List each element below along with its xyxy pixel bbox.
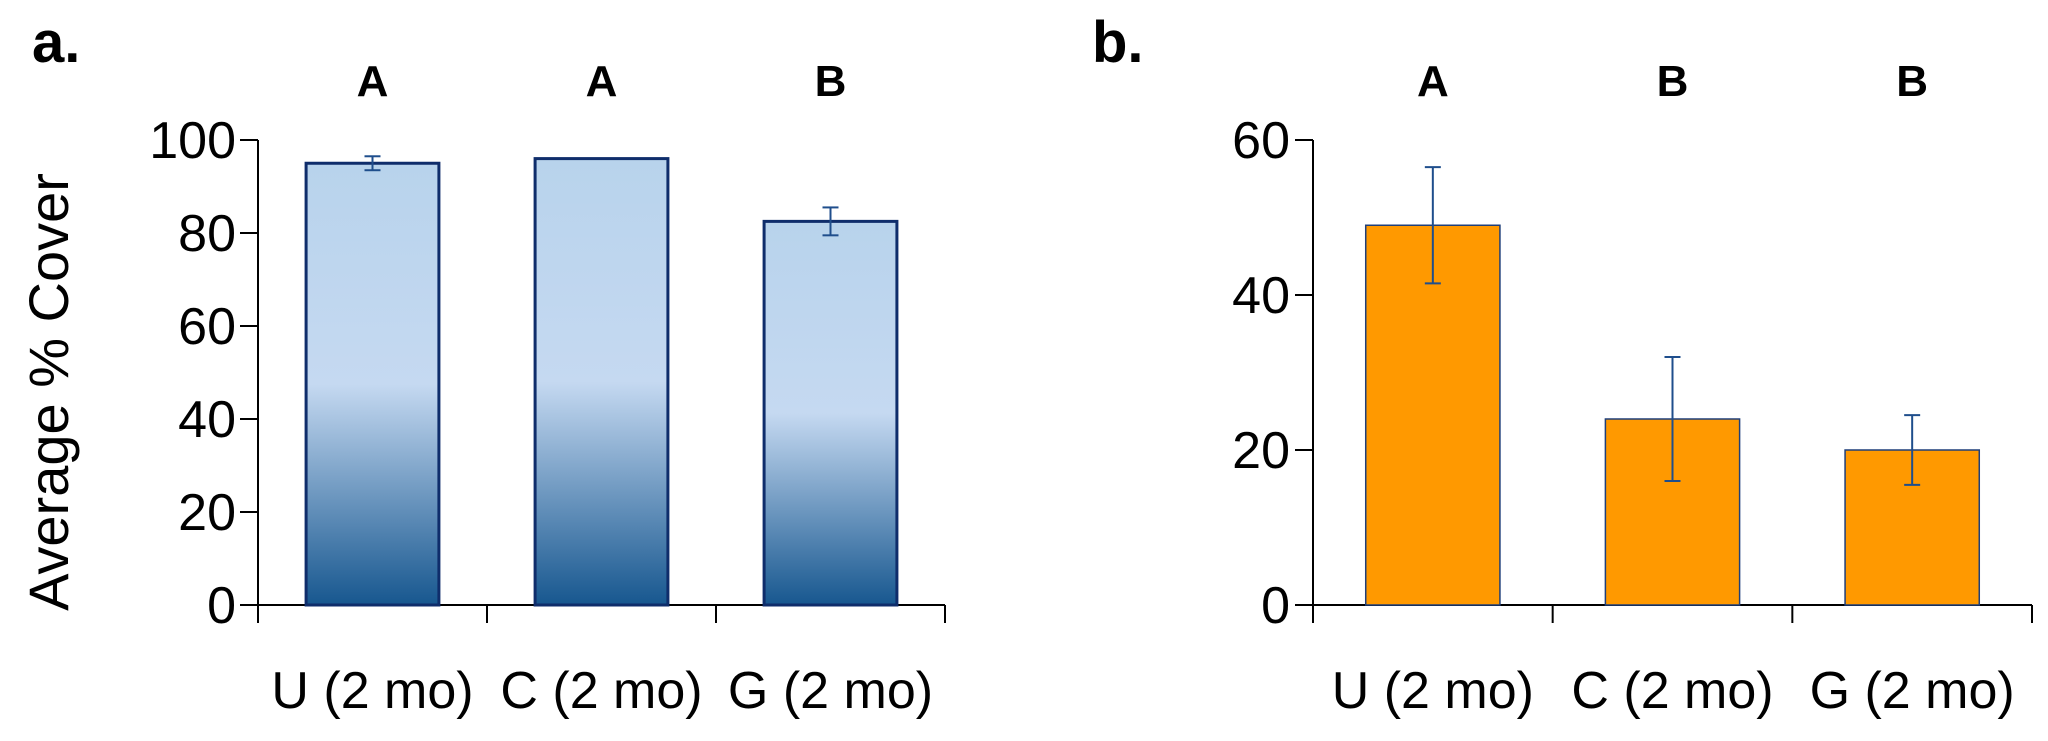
panel-b-y-tick-label: 40 [1232, 267, 1290, 325]
panel-a-bar [533, 157, 670, 607]
panel-a-significance-letter: B [815, 57, 847, 106]
panel-a-significance-letter: A [586, 57, 618, 106]
panel-b-bar [1364, 224, 1501, 606]
panel-b-category-label: C (2 mo) [1571, 662, 1773, 720]
panel-a-category-label: C (2 mo) [500, 662, 702, 720]
panel-a-error-bar [822, 206, 839, 237]
panel-b-error-bar [1664, 356, 1681, 482]
panel-a-y-tick-label: 100 [149, 112, 236, 170]
panel-a-y-tick-label: 40 [178, 391, 236, 449]
panel-a-y-tick-label: 80 [178, 205, 236, 263]
panel-b-y-tick-label: 60 [1232, 112, 1290, 170]
panel-b-y-tick-label: 20 [1232, 422, 1290, 480]
panel-b-error-bar [1424, 166, 1441, 285]
panel-a-label: a. [32, 10, 80, 75]
panel-a-bar [304, 161, 441, 607]
panel-b-category-label: U (2 mo) [1332, 662, 1534, 720]
panel-b-y-tick-label: 0 [1261, 577, 1290, 635]
panel-b-significance-letter: B [1657, 57, 1689, 106]
panel-b-significance-letter: A [1417, 57, 1449, 106]
panel-a-bar [762, 219, 899, 607]
panel-b-category-label: G (2 mo) [1810, 662, 2015, 720]
panel-a-error-bar [364, 155, 381, 172]
chart-panel-b: b. 0 20 40 60 U (2 mo) A C (2 mo) B G (2 mo) B [1092, 10, 2033, 720]
panel-b-error-bar [1904, 414, 1921, 486]
chart-panel-a: a. Average % Cover 0 20 40 60 80 100 U (2 mo) A… [17, 10, 946, 720]
panel-a-y-tick-label: 0 [207, 577, 236, 635]
panel-a-category-label: U (2 mo) [271, 662, 473, 720]
panel-a-y-tick-label: 60 [178, 298, 236, 356]
panel-a-category-label: G (2 mo) [728, 662, 933, 720]
panel-a-y-axis-title: Average % Cover [17, 173, 80, 611]
panel-b-label: b. [1092, 10, 1144, 75]
panel-a-significance-letter: A [357, 57, 389, 106]
panel-a-y-tick-label: 20 [178, 484, 236, 542]
panel-b-significance-letter: B [1896, 57, 1928, 106]
